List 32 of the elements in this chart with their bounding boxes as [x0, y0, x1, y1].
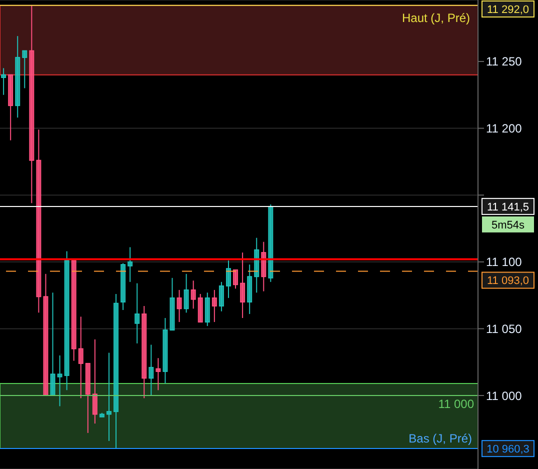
ref-line-label: 10 960,3: [486, 444, 530, 456]
candlestick: [57, 354, 62, 407]
candlestick: [176, 289, 182, 323]
band-label: Bas (J, Pré): [408, 432, 472, 446]
ref-line-label: 11 093,0: [486, 275, 530, 288]
y-tick-label: 11 250: [486, 54, 522, 69]
y-tick-label: 11 000: [486, 388, 522, 403]
candlestick: [226, 260, 231, 298]
candlestick: [212, 289, 217, 323]
candlestick: [78, 316, 84, 399]
candlestick: [233, 269, 238, 290]
y-tick-label: 11 050: [486, 322, 522, 336]
band-label: Haut (J, Pré): [402, 10, 470, 25]
candlestick: [184, 273, 189, 314]
candlestick: [50, 292, 56, 396]
candlestick: [22, 50, 28, 89]
candlestick: [134, 282, 140, 344]
candlestick: [240, 252, 246, 319]
candlestick: [106, 352, 112, 442]
candlestick: [156, 358, 161, 391]
candlestick: [218, 281, 224, 312]
y-tick-label: 11 200: [486, 122, 522, 136]
candlestick: [190, 280, 196, 310]
ref-line-label: 11 141,5: [486, 201, 530, 214]
text: 5m54s: [491, 219, 525, 232]
candlestick: [1, 68, 6, 96]
candlestick: [148, 344, 154, 396]
candlestick: [128, 246, 133, 282]
candlestick: [92, 338, 98, 424]
ref-line-label: 11 000: [438, 397, 474, 412]
y-tick-label: 11 100: [486, 255, 522, 270]
ref-line-label: 11 292,0: [486, 4, 530, 16]
